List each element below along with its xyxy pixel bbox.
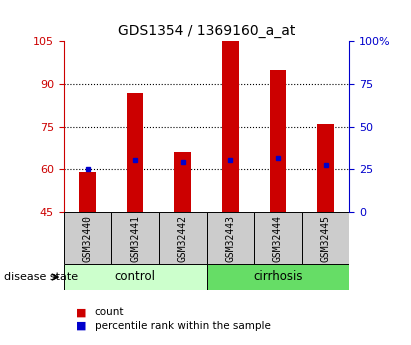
Text: percentile rank within the sample: percentile rank within the sample — [95, 321, 270, 331]
Bar — [64, 212, 111, 264]
Text: count: count — [95, 307, 124, 317]
Bar — [317, 124, 334, 212]
Bar — [111, 212, 159, 264]
Bar — [254, 212, 302, 264]
Bar — [302, 212, 349, 264]
Text: ■: ■ — [76, 307, 87, 317]
Text: GSM32440: GSM32440 — [83, 215, 92, 262]
Text: cirrhosis: cirrhosis — [253, 270, 302, 283]
Text: GSM32441: GSM32441 — [130, 215, 140, 262]
Text: GSM32444: GSM32444 — [273, 215, 283, 262]
Bar — [174, 152, 191, 212]
Bar — [206, 264, 349, 290]
Text: GSM32442: GSM32442 — [178, 215, 188, 262]
Bar — [222, 41, 239, 212]
Bar — [127, 92, 143, 212]
Bar — [270, 70, 286, 212]
Bar — [159, 212, 206, 264]
Text: GSM32443: GSM32443 — [225, 215, 236, 262]
Bar — [64, 264, 206, 290]
Title: GDS1354 / 1369160_a_at: GDS1354 / 1369160_a_at — [118, 23, 295, 38]
Bar — [206, 212, 254, 264]
Text: GSM32445: GSM32445 — [321, 215, 330, 262]
Text: ■: ■ — [76, 321, 87, 331]
Text: control: control — [115, 270, 156, 283]
Bar — [79, 172, 96, 212]
Text: disease state: disease state — [4, 272, 78, 282]
